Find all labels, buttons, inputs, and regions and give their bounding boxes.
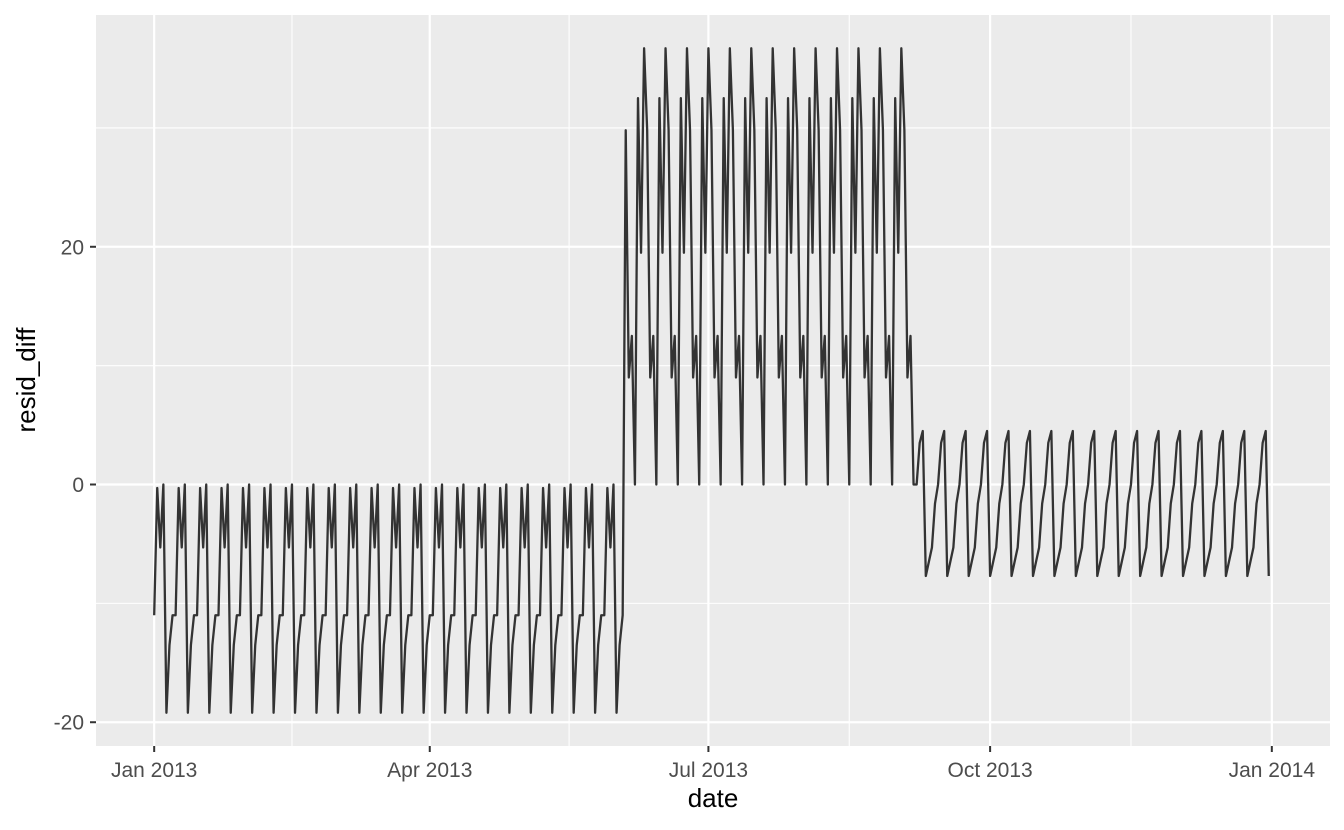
x-axis: Jan 2013 Apr 2013 Jul 2013 Oct 2013 Jan 2014 — [111, 746, 1315, 782]
plot-panel — [96, 15, 1330, 746]
y-tick-label: 0 — [72, 474, 84, 497]
x-tick-label: Jan 2014 — [1229, 759, 1316, 782]
x-tick-label: Jul 2013 — [669, 759, 748, 782]
x-axis-title: date — [688, 783, 739, 813]
x-tick-label: Apr 2013 — [387, 759, 472, 782]
y-tick-label: -20 — [54, 712, 84, 735]
x-tick-label: Jan 2013 — [111, 759, 197, 782]
y-tick-label: 20 — [61, 236, 84, 259]
y-axis: -20 0 20 — [54, 236, 96, 735]
series-line-resid-diff — [153, 47, 1270, 714]
y-axis-title: resid_diff — [11, 327, 41, 433]
x-tick-label: Oct 2013 — [947, 759, 1032, 782]
